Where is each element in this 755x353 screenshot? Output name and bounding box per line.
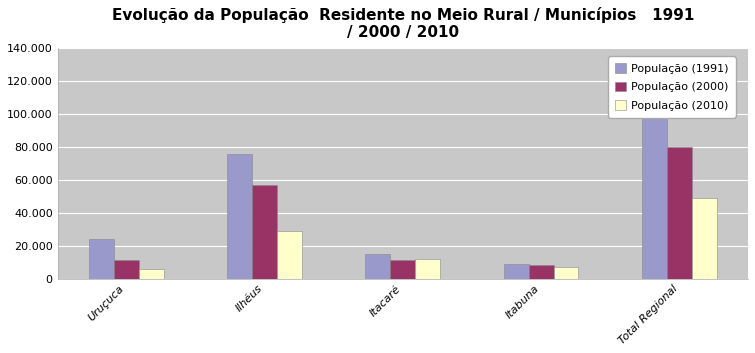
Bar xyxy=(642,81,667,279)
Bar xyxy=(114,261,139,279)
Bar xyxy=(277,231,302,279)
Bar xyxy=(227,154,252,279)
Legend: População (1991), População (2000), População (2010): População (1991), População (2000), Popu… xyxy=(608,56,735,118)
Bar xyxy=(415,259,440,279)
Bar xyxy=(365,254,390,279)
Bar xyxy=(528,265,553,279)
Bar xyxy=(89,239,114,279)
Bar xyxy=(390,261,415,279)
Title: Evolução da População  Residente no Meio Rural / Municípios   1991
/ 2000 / 2010: Evolução da População Residente no Meio … xyxy=(112,7,694,40)
Bar xyxy=(504,264,528,279)
Bar xyxy=(252,185,277,279)
Bar xyxy=(692,198,716,279)
Bar xyxy=(139,269,164,279)
Bar xyxy=(667,147,692,279)
Bar xyxy=(553,267,578,279)
